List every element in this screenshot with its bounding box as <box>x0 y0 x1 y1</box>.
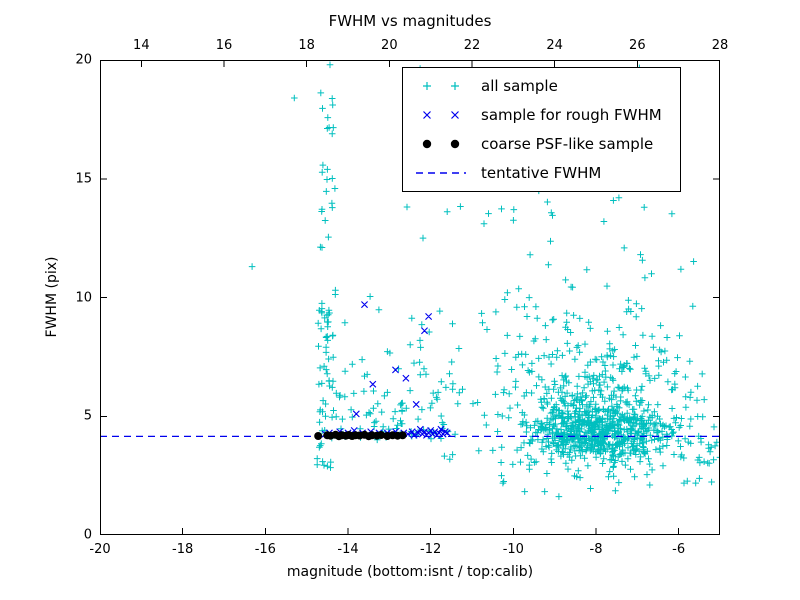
plot-svg <box>99 59 724 536</box>
legend: all sample sample for rough FWHM coarse PS… <box>402 67 681 192</box>
plot-area <box>99 59 724 536</box>
x-tick-label-bottom: -10 <box>502 542 524 557</box>
x-tick-label-bottom: -14 <box>337 542 359 557</box>
psf-sample-point <box>377 431 386 439</box>
psf-sample-point <box>398 431 407 440</box>
plus-legend-marker-icon <box>423 82 459 90</box>
x-tick-label-top: 28 <box>711 38 729 53</box>
psf-sample-point <box>314 432 323 440</box>
y-tick-label: 15 <box>75 171 92 187</box>
axes-frame <box>100 60 720 535</box>
x-tick-label-bottom: -8 <box>589 542 603 557</box>
legend-label: all sample <box>481 77 558 95</box>
x-tick-label-top: 14 <box>133 38 150 53</box>
x-legend-marker-icon <box>423 111 459 119</box>
plot-title: FWHM vs magnitudes <box>328 12 492 30</box>
x-tick-label-top: 22 <box>463 38 481 53</box>
legend-entry: all sample <box>413 75 662 97</box>
x-tick-label-top: 16 <box>215 38 233 53</box>
y-tick-label: 20 <box>75 52 92 68</box>
dot-legend-marker-icon <box>422 139 460 149</box>
legend-label: sample for rough FWHM <box>481 106 662 124</box>
y-tick-label: 0 <box>83 527 92 543</box>
x-tick-label-top: 24 <box>546 38 563 53</box>
rough-fwhm-points <box>321 301 451 439</box>
x-tick-label-bottom: -18 <box>172 542 194 557</box>
legend-label: tentative FWHM <box>481 164 602 182</box>
legend-entry: coarse PSF-like sample <box>413 133 662 155</box>
x-tick-label-bottom: -12 <box>420 542 442 557</box>
x-tick-label-top: 18 <box>298 38 315 53</box>
y-tick-label: 5 <box>83 408 92 424</box>
x-axis-label: magnitude (bottom:isnt / top:calib) <box>286 564 534 580</box>
y-tick-label: 10 <box>75 290 92 305</box>
x-tick-label-top: 26 <box>629 38 646 53</box>
legend-label: coarse PSF-like sample <box>481 135 654 153</box>
legend-entry: sample for rough FWHM <box>413 104 662 126</box>
legend-entry: tentative FWHM <box>413 162 662 184</box>
x-tick-label-bottom: -16 <box>254 542 276 557</box>
dashed-line-legend-marker-icon <box>416 172 466 174</box>
x-tick-label-bottom: -20 <box>89 542 111 557</box>
x-tick-label-top: 20 <box>381 38 398 53</box>
x-tick-label-bottom: -6 <box>672 542 686 557</box>
